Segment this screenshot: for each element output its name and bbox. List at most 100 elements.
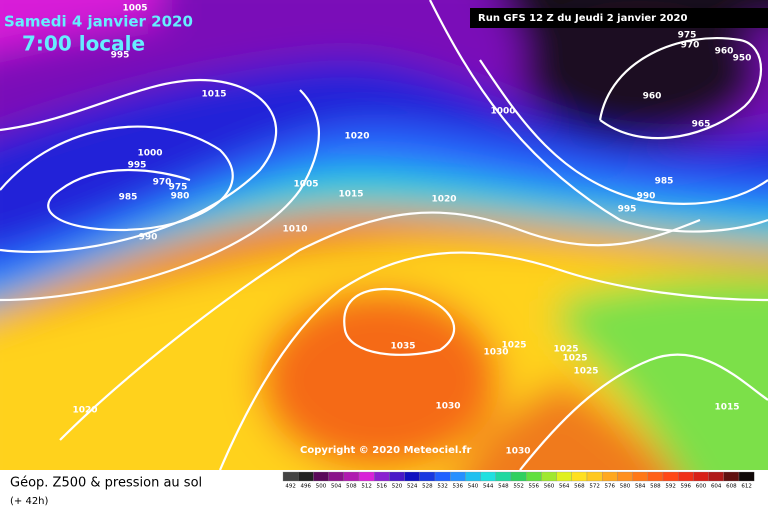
scale-swatch <box>708 471 724 482</box>
scale-label: 548 <box>498 484 509 490</box>
scale-swatch <box>647 471 664 482</box>
isobar-label: 995 <box>128 161 147 171</box>
scale-swatch <box>678 471 694 482</box>
scale-label: 564 <box>559 484 570 490</box>
isobar-label: 995 <box>111 51 130 61</box>
scale-label: 588 <box>650 484 661 490</box>
isobar-label: 970 <box>153 178 172 188</box>
scale-label: 584 <box>635 484 646 490</box>
scale-swatch <box>495 471 512 482</box>
isobar-label: 985 <box>119 193 138 203</box>
isobar-label: 1000 <box>137 149 162 159</box>
isobar-label: 975 <box>169 183 188 193</box>
scale-label: 608 <box>726 484 737 490</box>
isobar-label: 960 <box>715 47 734 57</box>
isobar-label: 1020 <box>344 132 369 142</box>
isobar-label: 1030 <box>483 348 508 358</box>
isobar-label: 985 <box>655 177 674 187</box>
run-info-box <box>470 8 768 28</box>
isobar-label: 975 <box>678 31 697 41</box>
isobar-label: 1015 <box>714 403 739 413</box>
scale-swatch <box>480 471 496 482</box>
scale-swatch <box>723 471 740 482</box>
scale-swatch <box>617 471 633 482</box>
scale-swatch <box>465 471 481 482</box>
scale-label: 528 <box>422 484 433 490</box>
scale-swatch <box>632 471 648 482</box>
scale-label: 520 <box>392 484 403 490</box>
scale-swatch <box>602 471 618 482</box>
scale-label: 580 <box>620 484 631 490</box>
color-scale: 492 496 500 504 508 512 516 520 524 528 532 536 540 5… <box>282 471 755 490</box>
scale-swatch <box>313 471 329 482</box>
isobar-label: 950 <box>733 54 752 64</box>
isobar-label: 1025 <box>553 345 578 355</box>
isobar-label: 970 <box>681 41 700 51</box>
isobar-label: 965 <box>692 120 711 130</box>
scale-label: 596 <box>681 484 692 490</box>
scale-label: 496 <box>301 484 312 490</box>
isobar-label: 980 <box>171 192 190 202</box>
scale-swatch <box>556 471 572 482</box>
legend-subtitle: (+ 42h) <box>10 496 49 507</box>
scale-label: 504 <box>331 484 342 490</box>
isobar-label: 1020 <box>72 406 97 416</box>
isobar-label: 1025 <box>562 354 587 364</box>
isobar-label: 1015 <box>338 190 363 200</box>
isobar-label: 1010 <box>282 225 307 235</box>
scale-label: 576 <box>605 484 616 490</box>
scale-swatch <box>738 471 755 482</box>
legend-title: Géop. Z500 & pression au sol <box>10 476 202 491</box>
scale-label: 568 <box>574 484 585 490</box>
scale-label: 612 <box>741 484 752 490</box>
scale-label: 592 <box>665 484 676 490</box>
scale-label: 492 <box>285 484 296 490</box>
scale-swatch <box>586 471 603 482</box>
isobar-label: 1005 <box>293 180 318 190</box>
scale-swatch <box>693 471 709 482</box>
forecast-date: Samedi 4 janvier 2020 <box>4 13 193 31</box>
scale-swatch <box>389 471 405 482</box>
scale-swatch <box>282 471 299 482</box>
scale-swatch <box>328 471 344 482</box>
scale-label: 556 <box>529 484 540 490</box>
scale-label: 604 <box>711 484 722 490</box>
scale-swatch <box>343 471 360 482</box>
isobar-label: 1015 <box>201 90 226 100</box>
scale-swatch <box>526 471 542 482</box>
copyright: Copyright © 2020 Meteociel.fr <box>300 445 471 456</box>
isobar-label: 995 <box>618 205 637 215</box>
scale-swatch <box>510 471 527 482</box>
isobar-label: 990 <box>139 233 158 243</box>
isobar-label: 1025 <box>573 367 598 377</box>
scale-swatch <box>571 471 588 482</box>
isobar-label: 960 <box>643 92 662 102</box>
isobar-label: 1030 <box>435 402 460 412</box>
scale-label: 552 <box>513 484 524 490</box>
scale-label: 508 <box>346 484 357 490</box>
scale-label: 572 <box>589 484 600 490</box>
isobar-label: 1020 <box>431 195 456 205</box>
isobar-label: 1030 <box>505 447 530 457</box>
scale-label: 600 <box>696 484 707 490</box>
scale-swatch <box>662 471 679 482</box>
scale-label: 516 <box>377 484 388 490</box>
scale-label: 536 <box>453 484 464 490</box>
scale-label: 524 <box>407 484 418 490</box>
run-info: Run GFS 12 Z du Jeudi 2 janvier 2020 <box>478 13 687 24</box>
scale-swatch <box>298 471 314 482</box>
scale-swatch <box>434 471 451 482</box>
scale-swatch <box>358 471 375 482</box>
isobar-label: 990 <box>637 192 656 202</box>
isobar-label: 1000 <box>490 107 515 117</box>
scale-label: 560 <box>544 484 555 490</box>
forecast-time: 7:00 locale <box>22 32 145 56</box>
isobar-label: 1005 <box>122 4 147 14</box>
scale-label: 512 <box>361 484 372 490</box>
isobars <box>0 0 768 470</box>
scale-label: 532 <box>437 484 448 490</box>
